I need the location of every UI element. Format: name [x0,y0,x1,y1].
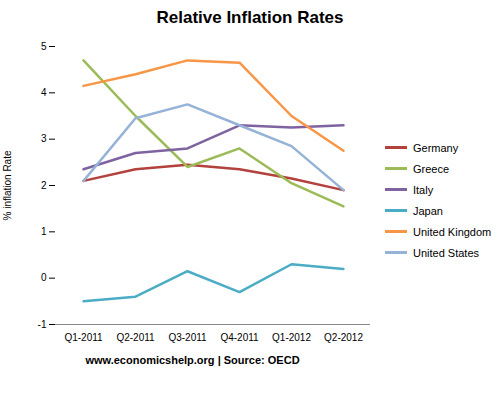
html-text:Relative Inflation Rates: Relative Inflation Rates [156,8,344,27]
svg-text:5: 5 [41,41,47,52]
svg-text:3: 3 [41,133,47,144]
html-text:Italy: Italy [413,183,434,196]
html-text:Germany: Germany [413,141,459,154]
svg-text:Q3-2011: Q3-2011 [168,332,207,343]
svg-text:0: 0 [41,272,47,283]
svg-text:4: 4 [41,87,47,98]
svg-text:-1: -1 [38,319,47,330]
svg-text:Q1-2012: Q1-2012 [272,332,311,343]
html-text:Japan: Japan [413,204,443,217]
svg-text:2: 2 [41,180,47,191]
svg-text:Q4-2011: Q4-2011 [220,332,259,343]
html-text:Greece: Greece [413,162,450,175]
svg-text:Q2-2011: Q2-2011 [116,332,155,343]
html-text:www.economicshelp.org | Source: www.economicshelp.org | Source: OECD [85,354,300,366]
svg-text:Q2-2012: Q2-2012 [324,332,363,343]
html-text:United Kingdom: United Kingdom [413,225,492,238]
svg-text:Q1-2011: Q1-2011 [64,332,103,343]
html-text:United States: United States [413,246,479,259]
svg-text:% inflation Rate: % inflation Rate [2,150,13,220]
svg-text:1: 1 [41,226,47,237]
